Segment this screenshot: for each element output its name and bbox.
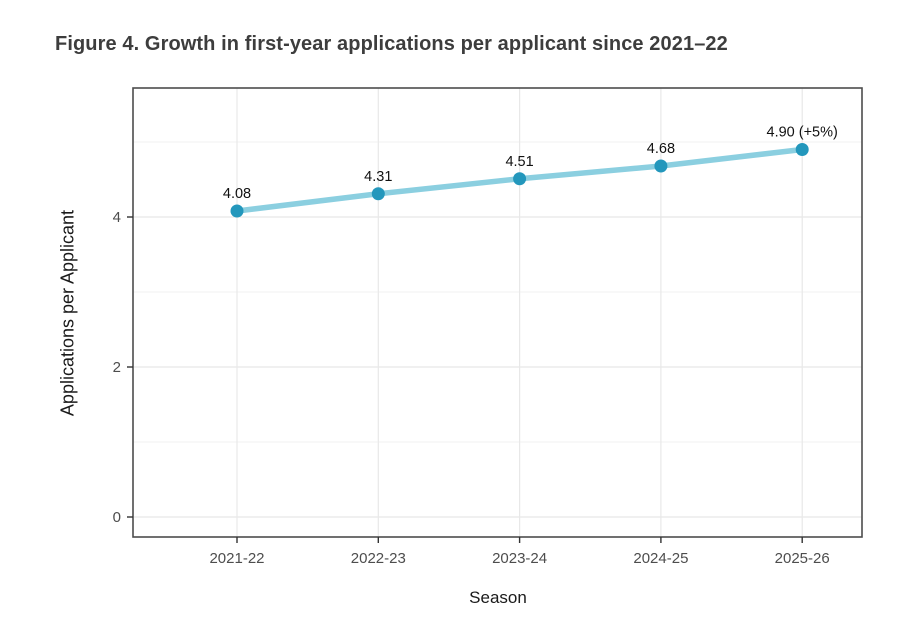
y-tick-label: 0	[113, 509, 121, 526]
data-point-label: 4.68	[647, 141, 675, 157]
chart-svg: 0 2 4 2021-22 2022-23 2023-24 2024-25 2025-26 4.…	[113, 87, 863, 567]
data-point-label: 4.08	[223, 186, 251, 202]
data-point-label: 4.90 (+5%)	[767, 125, 838, 141]
data-point	[654, 159, 668, 173]
x-tick-label: 2025-26	[775, 550, 830, 567]
data-point	[230, 204, 244, 218]
data-point	[371, 187, 385, 201]
data-point-label: 4.51	[505, 154, 533, 170]
y-tick-label: 2	[113, 359, 121, 376]
x-tick-label: 2023-24	[492, 550, 547, 567]
y-axis-title: Applications per Applicant	[57, 209, 78, 417]
x-tick-label: 2021-22	[209, 550, 264, 567]
x-tick-label: 2024-25	[633, 550, 688, 567]
x-axis-title: Season	[469, 588, 527, 607]
x-tick-label: 2022-23	[351, 550, 406, 567]
data-point-label: 4.31	[364, 169, 392, 185]
panel-border	[132, 87, 863, 538]
figure-title: Figure 4. Growth in first-year applicati…	[55, 33, 728, 55]
y-tick-label: 4	[113, 209, 121, 226]
data-point	[513, 172, 527, 186]
data-point	[795, 143, 809, 156]
panel-background	[133, 88, 862, 537]
